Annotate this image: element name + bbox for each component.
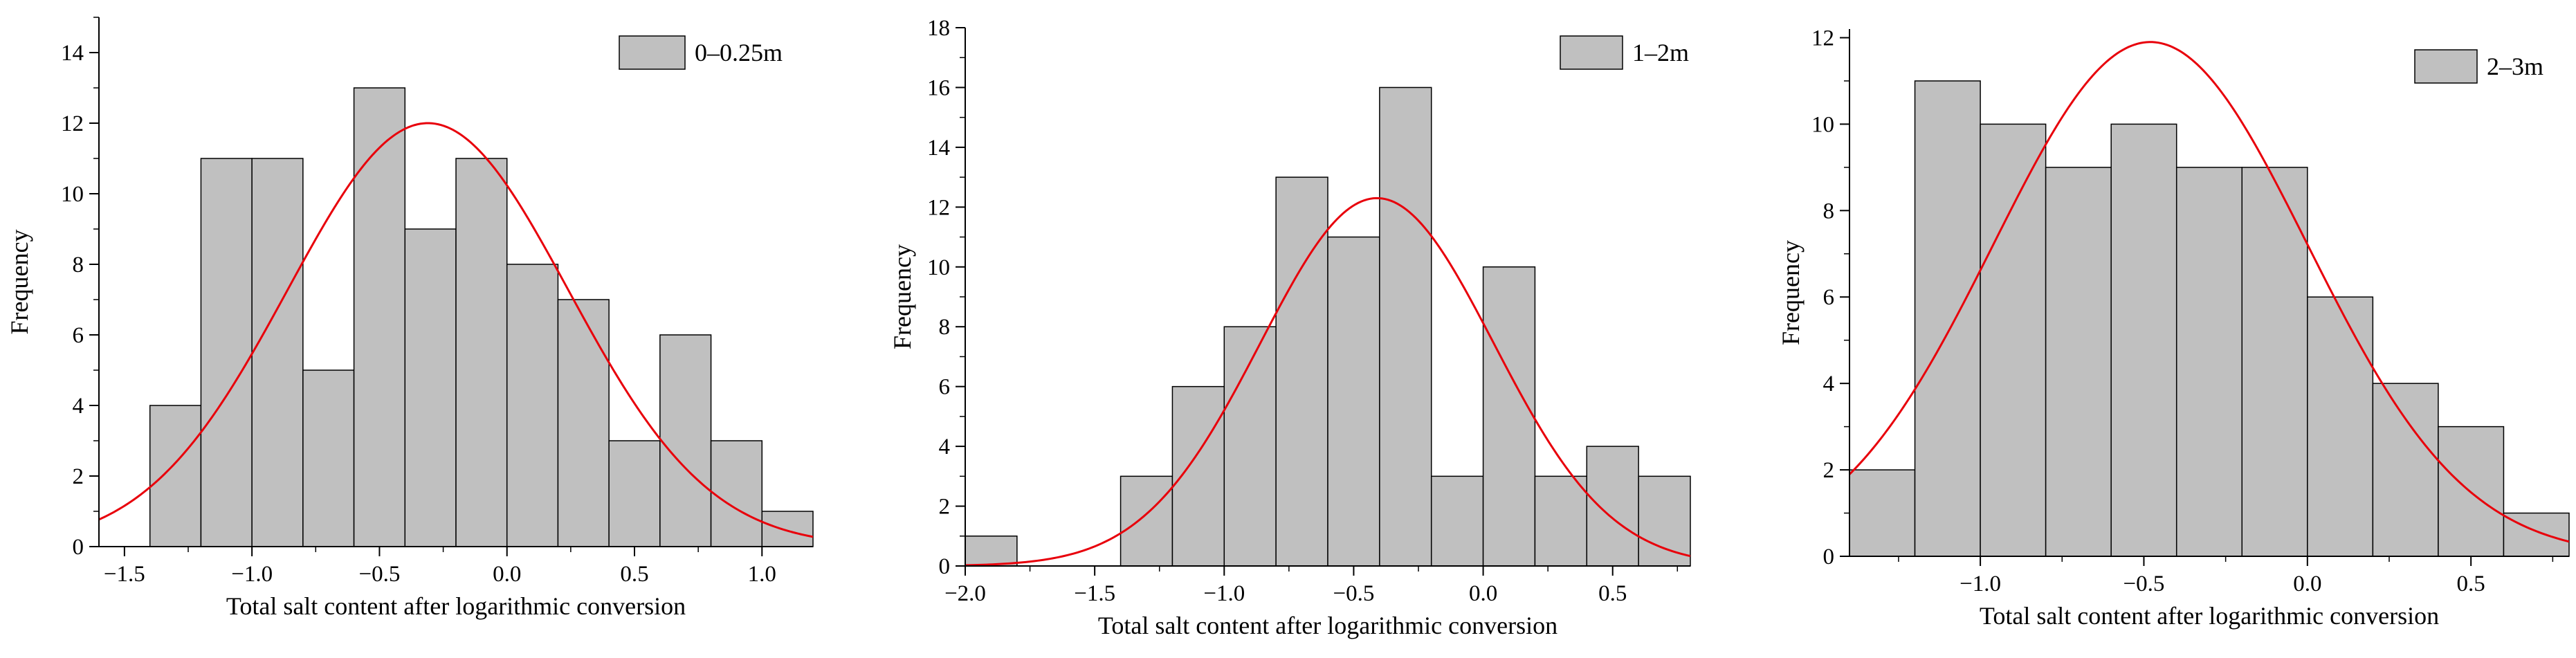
x-tick-label: 0.5 xyxy=(620,562,648,587)
histogram-bar xyxy=(353,87,406,547)
legend-swatch xyxy=(619,35,686,70)
histogram-bar xyxy=(2175,167,2243,557)
y-tick-label: 8 xyxy=(1823,199,1835,223)
y-tick-label: 4 xyxy=(1823,372,1835,396)
histogram-bar xyxy=(1482,266,1536,567)
x-axis-title: Total salt content after logarithmic con… xyxy=(1098,612,1558,639)
histogram-bar xyxy=(1275,176,1328,567)
histogram-bar xyxy=(1327,236,1380,567)
histogram-bar xyxy=(2503,512,2570,557)
histogram-bar xyxy=(557,299,610,547)
legend-label: 1–2m xyxy=(1632,39,1689,66)
histogram-bar xyxy=(302,369,355,547)
y-tick-label: 2 xyxy=(1823,458,1835,483)
histogram-bar xyxy=(1914,80,1981,557)
legend-swatch xyxy=(2414,49,2478,84)
y-tick-label: 10 xyxy=(1811,112,1834,137)
x-tick-label: 1.0 xyxy=(748,562,776,587)
normal-fit-curve xyxy=(1849,41,2569,543)
histogram-panel-1-2m: −2.0 −1.5 −1.0 −0.5 0.0 0.5 0 2 4 6 8 10 12 14 16 18 Tot… xyxy=(888,16,1691,639)
histogram-bar xyxy=(710,440,763,547)
y-tick-label: 6 xyxy=(73,323,84,348)
legend-label: 2–3m xyxy=(2487,53,2543,80)
histogram-bar xyxy=(1638,475,1691,567)
normal-fit-curve xyxy=(99,122,813,538)
x-tick-label: −2.0 xyxy=(944,581,986,606)
y-tick-label: 18 xyxy=(927,16,950,41)
histogram-bar xyxy=(506,264,559,547)
normal-fit-curve xyxy=(965,197,1690,566)
y-tick-label: 0 xyxy=(73,535,84,560)
histogram-bar xyxy=(2110,123,2177,557)
histogram-bar xyxy=(2372,383,2439,557)
x-tick-label: −1.5 xyxy=(1074,581,1115,606)
y-tick-label: 12 xyxy=(61,111,84,136)
y-tick-label: 12 xyxy=(927,195,950,220)
x-axis-title: Total salt content after logarithmic con… xyxy=(226,592,686,620)
x-tick-label: 0.5 xyxy=(1598,581,1627,606)
y-tick-label: 6 xyxy=(939,375,951,400)
y-tick-label: 4 xyxy=(939,435,951,459)
x-tick-label: −1.5 xyxy=(104,562,145,587)
histogram-bar xyxy=(2241,167,2308,557)
histogram-bar xyxy=(659,334,712,547)
x-tick-label: −0.5 xyxy=(1333,581,1374,606)
histogram-bar xyxy=(1534,475,1588,567)
y-tick-label: 2 xyxy=(73,464,84,489)
x-tick-label: −1.0 xyxy=(1960,572,2001,596)
y-tick-label: 14 xyxy=(61,41,84,66)
x-axis-title: Total salt content after logarithmic con… xyxy=(1980,602,2439,630)
histogram-bar xyxy=(149,405,202,547)
x-tick-label: 0.0 xyxy=(2293,572,2321,596)
x-tick-label: −1.0 xyxy=(1203,581,1245,606)
x-tick-label: −0.5 xyxy=(2123,572,2165,596)
y-tick-label: 16 xyxy=(927,75,950,100)
x-tick-label: 0.5 xyxy=(2457,572,2485,596)
y-tick-label: 12 xyxy=(1811,26,1834,51)
y-tick-label: 8 xyxy=(73,253,84,277)
histogram-bar xyxy=(1223,326,1277,567)
x-tick-label: 0.0 xyxy=(493,562,521,587)
histogram-bar xyxy=(608,440,661,547)
y-tick-label: 4 xyxy=(73,394,84,419)
y-axis-title: Frequency xyxy=(1777,240,1805,345)
histogram-bar xyxy=(2045,167,2112,557)
histogram-bar xyxy=(455,158,508,547)
histogram-bar xyxy=(761,511,814,547)
y-tick-label: 6 xyxy=(1823,285,1835,310)
x-tick-label: −0.5 xyxy=(358,562,400,587)
y-tick-label: 10 xyxy=(927,255,950,280)
x-tick-label: −1.0 xyxy=(231,562,273,587)
y-tick-label: 14 xyxy=(927,136,950,161)
histogram-bar xyxy=(1586,446,1639,567)
y-tick-label: 8 xyxy=(939,315,951,340)
histogram-bar xyxy=(1379,86,1432,567)
histogram-bar xyxy=(200,158,253,547)
legend-swatch xyxy=(1560,35,1623,70)
histogram-panel-0-0.25m: −1.5 −1.0 −0.5 0.0 0.5 1.0 0 2 4 6 8 10 12 14 Total sa… xyxy=(6,17,814,620)
y-tick-label: 0 xyxy=(939,554,951,579)
histogram-bar xyxy=(965,536,1018,567)
legend-label: 0–0.25m xyxy=(695,39,783,66)
y-axis-title: Frequency xyxy=(6,230,33,335)
histogram-bar xyxy=(251,158,304,547)
histogram-bar xyxy=(1430,475,1484,567)
y-tick-label: 10 xyxy=(61,182,84,207)
x-tick-label: 0.0 xyxy=(1469,581,1497,606)
histogram-bar xyxy=(1980,123,2047,557)
y-tick-label: 2 xyxy=(939,495,951,520)
y-tick-label: 0 xyxy=(1823,545,1835,569)
histogram-panel-2-3m: −1.0 −0.5 0.0 0.5 0 2 4 6 8 10 12 Total salt conten… xyxy=(1777,26,2570,630)
histogram-bar xyxy=(1849,469,1916,557)
histogram-bar xyxy=(404,228,457,547)
histogram-bar xyxy=(2307,296,2374,557)
histogram-bar xyxy=(1120,475,1173,567)
y-axis-title: Frequency xyxy=(888,244,916,349)
